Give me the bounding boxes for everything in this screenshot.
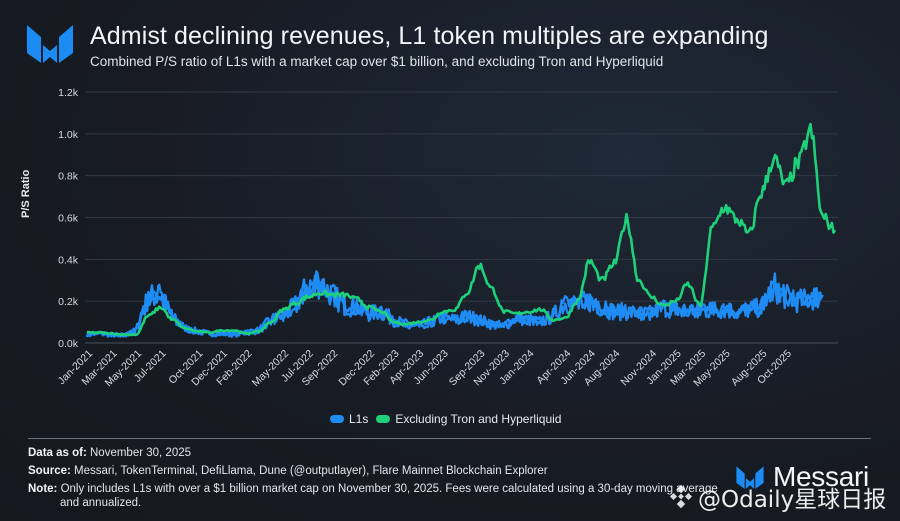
footer-note: Note: Only includes L1s with over a $1 b…	[28, 483, 718, 495]
footer-note-cont: and annualized.	[60, 497, 141, 509]
messari-brand-name: Messari	[773, 461, 869, 492]
footer-divider	[28, 438, 871, 439]
legend-item-excluding[interactable]: Excluding Tron and Hyperliquid	[376, 412, 561, 426]
legend: L1s Excluding Tron and Hyperliquid	[330, 412, 569, 426]
series-line-excluding	[86, 122, 837, 337]
legend-item-l1s[interactable]: L1s	[330, 412, 368, 426]
footer-data-as-of: Data as of: November 30, 2025	[28, 447, 191, 459]
y-tick-label: 0.8k	[58, 171, 79, 183]
note-label: Note:	[28, 483, 58, 495]
messari-brand-logo-icon	[736, 466, 764, 489]
note-line2: and annualized.	[60, 497, 142, 509]
y-tick-label: 1.2k	[58, 87, 79, 99]
series-line-l1s-band	[87, 270, 824, 338]
source-value: Messari, TokenTerminal, DefiLlama, Dune …	[74, 465, 548, 477]
watermark-text: @Odaily星球日报	[698, 487, 887, 513]
footer-source: Source: Messari, TokenTerminal, DefiLlam…	[28, 465, 548, 477]
source-label: Source:	[28, 465, 71, 477]
data-as-of-value: November 30, 2025	[90, 447, 192, 459]
legend-label-l1s: L1s	[349, 412, 369, 426]
note-line1: Only includes L1s with over a $1 billion…	[60, 483, 718, 495]
y-tick-label: 0.0k	[58, 338, 79, 350]
chart-title: Admist declining revenues, L1 token mult…	[90, 22, 769, 50]
legend-label-excluding: Excluding Tron and Hyperliquid	[395, 412, 562, 426]
y-tick-label: 0.4k	[58, 254, 79, 266]
messari-brand: Messari	[735, 461, 869, 493]
chart-subtitle: Combined P/S ratio of L1s with a market …	[90, 54, 664, 69]
legend-swatch-excluding	[376, 415, 391, 423]
watermark: @Odaily星球日报	[668, 480, 886, 514]
y-tick-label: 0.2k	[58, 296, 79, 308]
legend-swatch-l1s	[330, 415, 344, 423]
binance-diamond-icon	[669, 484, 693, 509]
messari-logo-icon	[27, 25, 73, 63]
y-tick-label: 0.6k	[58, 213, 79, 225]
y-tick-label: 1.0k	[58, 129, 79, 141]
data-as-of-label: Data as of:	[28, 447, 87, 459]
